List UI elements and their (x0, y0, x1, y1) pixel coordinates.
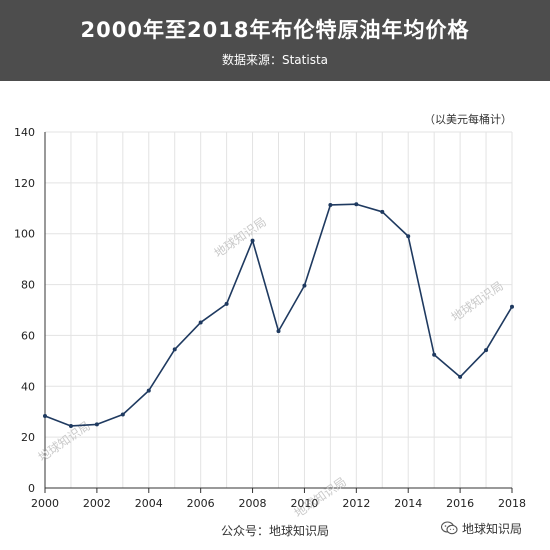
y-tick-label: 60 (21, 329, 35, 342)
y-tick-label: 0 (28, 482, 35, 495)
data-point (380, 209, 385, 214)
x-tick-label: 2010 (290, 497, 318, 510)
data-source: 数据来源：Statista (221, 53, 329, 67)
x-tick-label: 2004 (135, 497, 163, 510)
data-point (406, 234, 411, 239)
data-point (224, 301, 229, 306)
footer-source: 公众号：地球知识局 (220, 524, 329, 538)
data-point (250, 238, 255, 243)
x-tick-label: 2018 (498, 497, 526, 510)
data-point (198, 320, 203, 325)
y-axis-unit-label: （以美元每桶计） (424, 112, 512, 126)
x-tick-label: 2008 (239, 497, 267, 510)
data-point (302, 283, 307, 288)
x-tick-label: 2016 (446, 497, 474, 510)
data-point (484, 348, 489, 353)
y-tick-label: 120 (14, 177, 35, 190)
watermarks: 地球知识局 地球知识局 地球知识局 地球知识局 (36, 215, 506, 521)
grid-lines (44, 131, 513, 488)
data-point (510, 304, 514, 309)
x-tick-label: 2002 (83, 497, 111, 510)
watermark: 地球知识局 (449, 279, 506, 325)
data-point (328, 202, 333, 207)
data-point (120, 412, 125, 417)
data-point (172, 347, 177, 352)
brand-badge: 地球知识局 (441, 519, 522, 537)
data-point (276, 329, 281, 334)
y-tick-label: 40 (21, 380, 35, 393)
y-tick-label: 80 (21, 279, 35, 292)
data-point (354, 202, 359, 207)
title-banner: 2000年至2018年布伦特原油年均价格 数据来源：Statista (0, 0, 550, 81)
price-series (43, 202, 514, 428)
data-point (43, 414, 47, 419)
x-tick-label: 2012 (342, 497, 370, 510)
axes (44, 132, 513, 493)
wechat-icon (441, 521, 458, 535)
data-point (432, 352, 437, 357)
data-point (146, 388, 151, 393)
y-tick-label: 100 (14, 228, 35, 241)
data-point (94, 422, 99, 427)
data-point (458, 374, 463, 379)
tick-labels: 0 20 40 60 80 100 120 140 2000 2002 2004 2006 2008 20… (14, 126, 526, 510)
x-tick-label: 2006 (187, 497, 215, 510)
y-tick-label: 140 (14, 126, 35, 139)
y-tick-label: 20 (21, 431, 35, 444)
x-tick-label: 2000 (31, 497, 59, 510)
x-tick-label: 2014 (394, 497, 422, 510)
brand-name: 地球知识局 (462, 521, 523, 536)
watermark: 地球知识局 (212, 215, 269, 261)
data-point (68, 423, 73, 428)
chart-title: 2000年至2018年布伦特原油年均价格 (80, 18, 470, 42)
